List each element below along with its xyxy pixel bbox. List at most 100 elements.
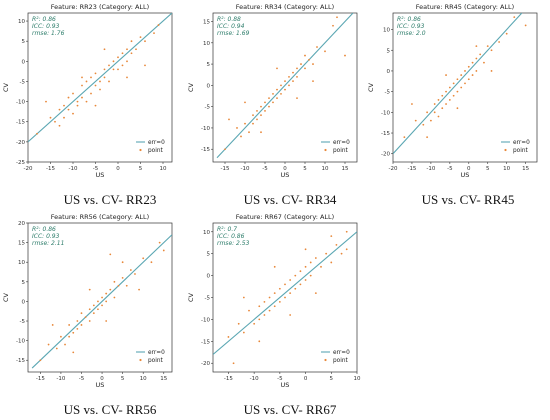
data-point — [268, 309, 271, 312]
data-point — [340, 252, 343, 255]
data-point — [316, 46, 318, 48]
chart-rr56: Feature: RR56 (Category: ALL) -15 -10 -5 0 5 1… — [0, 210, 180, 400]
x-tick-label: 10 — [354, 376, 361, 382]
chart-svg: Feature: RR34 (Category: ALL) -15 -10 -5 0 5 1… — [187, 3, 358, 179]
data-point — [448, 86, 451, 89]
data-point — [445, 90, 447, 93]
data-point — [117, 284, 120, 287]
y-tick-label: 5 — [207, 252, 211, 258]
stats-label: ICC: 0.94 — [217, 23, 245, 30]
data-point — [498, 41, 501, 43]
data-point — [260, 105, 262, 108]
y-tick-label: 10 — [18, 260, 25, 266]
data-point — [76, 320, 79, 322]
legend-label: err=0 — [333, 140, 350, 146]
legend-point-swatch — [324, 148, 327, 152]
chart-rr34: Feature: RR34 (Category: ALL) -15 -10 -5 0 5 1… — [185, 0, 365, 190]
data-point — [58, 124, 61, 127]
plot-area — [31, 234, 172, 369]
x-tick-label: -15 — [224, 376, 233, 382]
y-tick-label: 10 — [18, 19, 25, 25]
legend-label: err=0 — [333, 350, 350, 356]
x-tick-label: 5 — [121, 376, 125, 382]
data-point — [45, 100, 47, 103]
data-point — [67, 108, 70, 111]
data-point — [252, 122, 254, 125]
data-point — [464, 82, 466, 85]
data-point — [300, 63, 302, 65]
chart-rr67: Feature: RR67 (Category: ALL) -15 -10 -5 0 5 1… — [185, 210, 365, 400]
x-tick-label: 10 — [140, 376, 147, 382]
data-point — [505, 32, 508, 35]
data-point — [464, 70, 466, 72]
err-zero-line — [31, 234, 172, 369]
y-tick-label: 5 — [22, 39, 26, 45]
data-point — [240, 135, 242, 138]
chart-svg: Feature: RR56 (Category: ALL) -15 -10 -5 0 5 1… — [2, 213, 173, 389]
plot-area — [213, 230, 357, 365]
data-point — [258, 318, 261, 321]
data-point — [273, 265, 276, 268]
y-axis-label: CV — [2, 292, 10, 302]
legend-label: err=0 — [148, 140, 165, 146]
x-tick-label: 15 — [160, 376, 167, 382]
data-point — [90, 92, 92, 95]
caption-rr45: US vs. CV- RR45 — [421, 192, 515, 207]
data-point — [475, 45, 478, 48]
data-point — [135, 48, 137, 51]
stats-label: R²: 0.86 — [397, 16, 421, 23]
y-tick-label: -15 — [381, 131, 390, 137]
data-point — [252, 114, 254, 117]
data-point — [68, 324, 71, 326]
data-point — [325, 252, 328, 255]
data-point — [258, 305, 261, 308]
data-point — [157, 24, 160, 26]
data-point — [320, 265, 322, 268]
data-point — [312, 80, 314, 83]
chart-svg: Feature: RR67 (Category: ALL) -15 -10 -5 0 5 1… — [187, 213, 361, 389]
data-point — [242, 296, 245, 299]
data-point — [144, 64, 146, 67]
x-axis-label: US — [281, 381, 290, 389]
y-tick-label: 5 — [207, 62, 211, 68]
x-tick-label: -5 — [277, 376, 283, 382]
data-point — [336, 16, 338, 19]
data-point — [121, 261, 124, 264]
data-point — [433, 103, 436, 105]
y-tick-label: -10 — [201, 126, 210, 132]
x-tick-label: -15 — [221, 166, 230, 172]
y-axis-label: CV — [187, 82, 195, 92]
stats-label: rmse: 1.76 — [32, 30, 65, 37]
err-zero-line — [213, 231, 357, 355]
data-point — [278, 300, 281, 303]
data-point — [260, 114, 262, 117]
y-axis-label: CV — [187, 292, 195, 302]
y-tick-label: -10 — [381, 110, 390, 116]
data-point — [72, 331, 75, 334]
stats-label: ICC: 0.86 — [217, 233, 245, 240]
data-point — [97, 308, 99, 311]
data-point — [55, 347, 58, 350]
data-point — [112, 68, 115, 71]
x-tick-label: -10 — [241, 166, 250, 172]
data-point — [268, 105, 270, 108]
plot-frame — [27, 222, 173, 373]
y-tick-label: 5 — [387, 48, 391, 54]
legend-label: point — [148, 358, 164, 364]
data-point — [437, 115, 440, 118]
y-tick-label: -15 — [16, 120, 25, 126]
data-point — [144, 40, 146, 43]
data-point — [81, 84, 83, 87]
caption-rr34: US vs. CV- RR34 — [243, 192, 337, 207]
x-tick-label: -20 — [389, 166, 398, 172]
data-point — [67, 96, 70, 99]
x-tick-label: 0 — [116, 166, 120, 172]
stats-label: ICC: 0.93 — [32, 233, 60, 240]
x-tick-label: 0 — [100, 376, 104, 382]
data-point — [460, 74, 463, 76]
data-point — [39, 359, 42, 362]
data-point — [85, 100, 88, 103]
data-point — [81, 76, 83, 79]
chart-title: Feature: RR67 (Category: ALL) — [236, 213, 334, 221]
data-point — [129, 269, 132, 271]
